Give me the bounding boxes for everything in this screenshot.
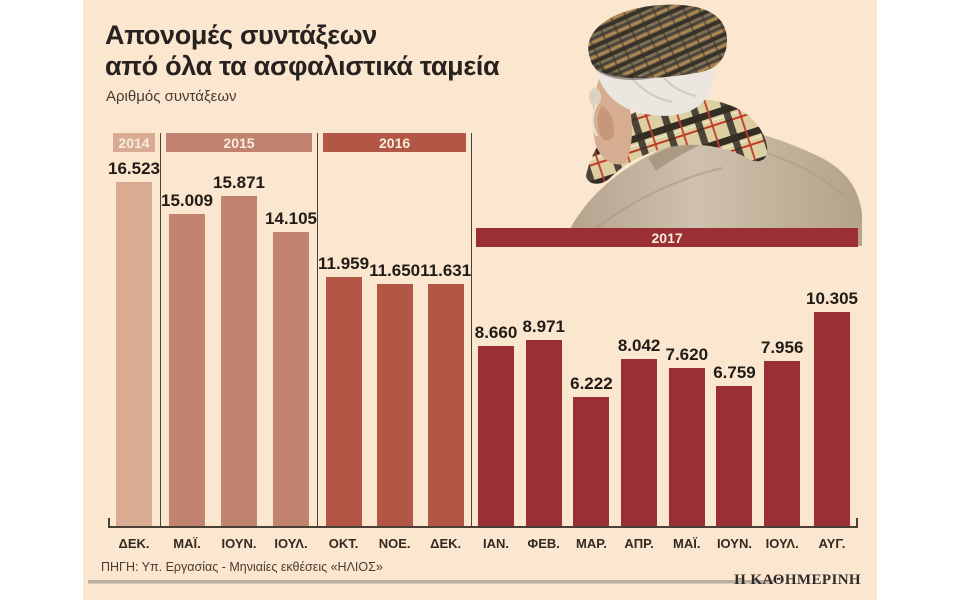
ear-shape — [597, 106, 615, 141]
newspaper-logo: Η ΚΑΘΗΜΕΡΙΝΗ — [734, 572, 861, 588]
month-label: ΙΟΥΛ. — [274, 536, 308, 551]
coat-wrinkle — [595, 167, 723, 229]
elderly-man-photo — [556, 0, 876, 246]
bar-slot: 8.660 ΙΑΝ. — [472, 133, 520, 551]
month-label: ΟΚΤ. — [328, 536, 359, 551]
bars-row-2017: 8.660 ΙΑΝ. 8.971 ΦΕΒ. 6.222 ΜΑΡ. 8.042 ΑΠΡ. 7.62… — [472, 133, 858, 551]
month-label: ΑΥΓ. — [818, 536, 846, 551]
bar-slot: 7.956 ΙΟΥΛ. — [758, 133, 806, 551]
bar-2017-5 — [668, 368, 705, 527]
month-label: ΜΑΪ. — [673, 536, 701, 551]
bar-2017-1 — [478, 346, 515, 527]
bar-slot: 16.523 ΔΕΚ. — [108, 152, 160, 551]
bar-slot: 15.871 ΙΟΥΝ. — [213, 152, 265, 551]
chart-subtitle: Αριθμός συντάξεων — [106, 88, 237, 105]
page-title: Απονομές συντάξεων από όλα τα ασφαλιστικ… — [105, 20, 500, 82]
bar-value-label: 16.523 — [108, 159, 160, 178]
bar-2017-2 — [525, 340, 562, 527]
bar-slot: 7.620 ΜΑΪ. — [663, 133, 711, 551]
x-axis-baseline — [108, 518, 858, 528]
bars-row-2015: 15.009 ΜΑΪ. 15.871 ΙΟΥΝ. 14.105 ΙΟΥΛ. — [161, 152, 317, 551]
month-label: ΙΟΥΝ. — [716, 536, 752, 551]
bar-2017-7 — [764, 361, 801, 527]
bar-slot: 10.305 ΑΥΓ. — [806, 133, 858, 551]
month-label: ΝΟΕ. — [378, 536, 411, 551]
year-group-2016: 2016 11.959 ΟΚΤ. 11.650 ΝΟΕ. 11.631 ΔΕΚ. — [318, 133, 473, 551]
title-line-1: Απονομές συντάξεων — [105, 20, 378, 50]
bar-2016-1 — [325, 277, 362, 527]
bar-2016-2 — [376, 284, 413, 527]
bar-value-label: 8.971 — [522, 317, 565, 336]
bar-2017-8 — [814, 312, 850, 527]
year-band-2014: 2014 — [113, 133, 155, 152]
bar-value-label: 6.222 — [570, 374, 613, 393]
bar-slot: 11.631 ΔΕΚ. — [420, 152, 472, 551]
bar-value-label: 6.759 — [713, 363, 756, 382]
bar-value-label: 8.660 — [474, 323, 518, 342]
month-label: ΑΠΡ. — [624, 536, 654, 551]
bar-value-label: 10.305 — [806, 289, 858, 308]
bar-2015-3 — [273, 232, 309, 527]
bar-value-label: 15.009 — [161, 191, 213, 210]
bar-value-label: 8.042 — [617, 336, 661, 355]
bar-slot: 8.042 ΑΠΡ. — [615, 133, 663, 551]
bar-value-label: 11.650 — [369, 261, 421, 280]
bar-2017-4 — [621, 359, 658, 527]
bar-slot: 6.222 ΜΑΡ. — [568, 133, 616, 551]
bar-slot: 8.971 ΦΕΒ. — [520, 133, 568, 551]
month-label: ΜΑΪ. — [173, 536, 201, 551]
bar-slot: 6.759 ΙΟΥΝ. — [711, 133, 759, 551]
year-band-2016: 2016 — [323, 133, 467, 152]
bar-value-label: 15.871 — [213, 173, 265, 192]
month-label: ΜΑΡ. — [575, 536, 607, 551]
cap-brim-shadow — [590, 58, 654, 80]
month-label: ΙΟΥΝ. — [221, 536, 257, 551]
year-band-2017: 2017 — [476, 228, 858, 247]
coat-shape — [562, 124, 862, 246]
bar-value-label: 7.620 — [665, 345, 709, 364]
bars-row-2014: 16.523 ΔΕΚ. — [108, 152, 160, 551]
year-band-2015: 2015 — [166, 133, 312, 152]
year-group-2015: 2015 15.009 ΜΑΪ. 15.871 ΙΟΥΝ. 14.105 ΙΟΥΛ. — [161, 133, 318, 551]
bar-value-label: 14.105 — [265, 209, 317, 228]
flat-cap — [588, 4, 728, 79]
title-line-2: από όλα τα ασφαλιστικά ταμεία — [105, 51, 500, 81]
elderly-man-illustration — [562, 4, 862, 246]
year-group-2017: 2017 8.660 ΙΑΝ. 8.971 ΦΕΒ. 6.222 ΜΑΡ. 8.042 ΑΠΡ.… — [472, 133, 858, 551]
footer-rule — [88, 580, 773, 584]
bar-slot: 14.105 ΙΟΥΛ. — [265, 152, 317, 551]
bars-row-2016: 11.959 ΟΚΤ. 11.650 ΝΟΕ. 11.631 ΔΕΚ. — [318, 152, 472, 551]
hearing-aid — [589, 88, 601, 106]
month-label: ΔΕΚ. — [430, 536, 462, 551]
bar-value-label: 7.956 — [760, 338, 804, 357]
year-group-2014: 2014 16.523 ΔΕΚ. — [108, 133, 161, 551]
bar-2015-2 — [221, 196, 257, 527]
bar-2017-6 — [716, 386, 753, 527]
bar-2017-3 — [573, 397, 610, 527]
bar-2015-1 — [169, 214, 205, 527]
bar-2014-1 — [116, 182, 152, 527]
bar-2016-3 — [427, 284, 464, 527]
month-label: ΔΕΚ. — [118, 536, 150, 551]
month-label: ΙΟΥΛ. — [765, 536, 799, 551]
bar-value-label: 11.631 — [420, 261, 472, 280]
month-label: ΙΑΝ. — [483, 536, 510, 551]
hearing-aid-wire — [591, 103, 599, 137]
bar-slot: 11.959 ΟΚΤ. — [318, 152, 370, 551]
bar-chart: 2014 16.523 ΔΕΚ. 2015 15.009 ΜΑΪ. 15.871 ΙΟΥΝ. 1… — [108, 133, 858, 551]
infographic-panel: Απονομές συντάξεων από όλα τα ασφαλιστικ… — [83, 0, 877, 600]
bar-slot: 15.009 ΜΑΪ. — [161, 152, 213, 551]
bar-slot: 11.650 ΝΟΕ. — [369, 152, 421, 551]
source-note: ΠΗΓΗ: Υπ. Εργασίας - Μηνιαίες εκθέσεις «… — [101, 560, 383, 574]
bar-value-label: 11.959 — [318, 254, 370, 273]
coat-wrinkle — [755, 149, 845, 197]
month-label: ΦΕΒ. — [527, 536, 560, 551]
